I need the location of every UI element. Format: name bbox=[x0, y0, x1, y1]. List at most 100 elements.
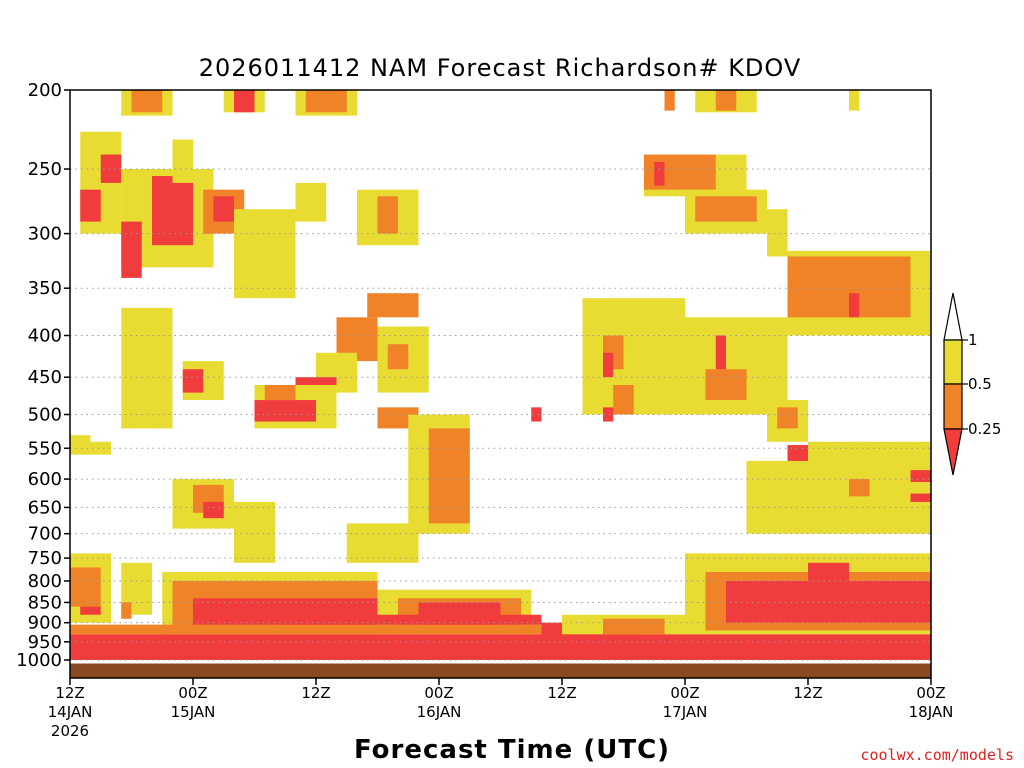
x-tick-label-0-0: 12Z bbox=[55, 684, 84, 702]
heatmap-cell-69 bbox=[849, 293, 860, 318]
heatmap-cell-80 bbox=[746, 460, 808, 534]
colorbar-orange bbox=[943, 383, 963, 430]
y-tick-label-500: 500 bbox=[28, 405, 62, 426]
heatmap-cell-5 bbox=[305, 90, 347, 113]
chart-title: 2026011412 NAM Forecast Richardson# KDOV bbox=[199, 54, 802, 82]
heatmap-cell-29 bbox=[264, 384, 296, 401]
heatmap-cell-36 bbox=[346, 523, 419, 563]
x-tick-label-7-1: 18JAN bbox=[909, 703, 954, 721]
x-tick-label-1-0: 00Z bbox=[178, 684, 207, 702]
x-tick-label-2-0: 12Z bbox=[301, 684, 330, 702]
heatmap-cell-58 bbox=[70, 624, 931, 635]
heatmap-cell-65 bbox=[695, 196, 757, 222]
heatmap-cell-23 bbox=[367, 293, 419, 318]
colorbar-label-0: 1 bbox=[968, 331, 978, 349]
heatmap-cell-78 bbox=[777, 407, 798, 429]
y-tick-label-750: 750 bbox=[28, 548, 62, 569]
y-tick-label-550: 550 bbox=[28, 438, 62, 459]
y-tick-label-600: 600 bbox=[28, 469, 62, 490]
x-tick-label-5-1: 17JAN bbox=[663, 703, 708, 721]
heatmap-cell-39 bbox=[182, 369, 204, 393]
x-tick-label-0-2: 2026 bbox=[51, 722, 89, 740]
x-tick-label-4-0: 12Z bbox=[547, 684, 576, 702]
heatmap-cell-75 bbox=[705, 369, 747, 401]
heatmap-cell-47 bbox=[70, 567, 101, 607]
heatmap-cell-18 bbox=[213, 196, 234, 222]
y-tick-label-650: 650 bbox=[28, 497, 62, 518]
heatmap-cell-57 bbox=[70, 634, 931, 660]
credit-text: coolwx.com/models bbox=[860, 746, 1014, 764]
heatmap-cell-7 bbox=[715, 90, 737, 111]
x-tick-label-1-1: 15JAN bbox=[171, 703, 216, 721]
heatmap-cell-76 bbox=[715, 335, 726, 370]
ground-band bbox=[70, 663, 931, 678]
heatmap-cell-22 bbox=[377, 196, 398, 234]
heatmap-cell-73 bbox=[613, 384, 634, 415]
heatmap-cell-44 bbox=[70, 435, 91, 455]
heatmap-cell-91 bbox=[808, 562, 849, 581]
surface-ground bbox=[70, 661, 931, 678]
x-tick-label-5-0: 00Z bbox=[670, 684, 699, 702]
heatmap-cell-85 bbox=[910, 493, 931, 502]
heatmap-cell-72 bbox=[603, 352, 614, 378]
y-tick-label-800: 800 bbox=[28, 571, 62, 592]
x-tick-label-3-1: 16JAN bbox=[417, 703, 462, 721]
heatmap-cell-84 bbox=[910, 470, 931, 483]
plot-frame bbox=[69, 89, 932, 679]
y-tick-label-400: 400 bbox=[28, 325, 62, 346]
heatmap-cell-66 bbox=[767, 209, 788, 257]
y-tick-label-850: 850 bbox=[28, 592, 62, 613]
x-tick-label-6-0: 12Z bbox=[793, 684, 822, 702]
heatmap-cell-59 bbox=[275, 614, 542, 625]
heatmap-cell-16 bbox=[172, 139, 193, 183]
heatmap-cell-37 bbox=[121, 307, 173, 429]
colorbar-label-1: 0.5 bbox=[968, 375, 992, 393]
heatmap-cell-86 bbox=[531, 407, 542, 422]
heatmap-cell-45 bbox=[90, 441, 111, 455]
heatmap-cell-8 bbox=[664, 90, 675, 111]
heatmap-cell-20 bbox=[295, 182, 327, 222]
heatmap-cell-43 bbox=[234, 501, 275, 563]
heatmap-cell-31 bbox=[387, 344, 409, 370]
colorbar-yellow bbox=[943, 339, 963, 385]
pressure-gridlines bbox=[70, 168, 931, 661]
heatmap-cell-15 bbox=[121, 221, 142, 278]
y-tick-label-450: 450 bbox=[28, 367, 62, 388]
x-tick-label-0-1: 14JAN bbox=[48, 703, 93, 721]
y-axis-ticks: 200 250 300 350 400 450 500 550 600 650 700 7508008… bbox=[16, 80, 70, 671]
heatmap-cell-1 bbox=[131, 90, 163, 113]
y-tick-label-1000: 1000 bbox=[16, 650, 62, 671]
colorbar-bottom-triangle bbox=[943, 428, 963, 476]
y-tick-label-700: 700 bbox=[28, 524, 62, 545]
y-tick-label-300: 300 bbox=[28, 224, 62, 245]
colorbar: 1 0.5 0.25 bbox=[943, 292, 1001, 476]
colorbar-top-triangle bbox=[943, 292, 963, 341]
x-tick-label-7-0: 00Z bbox=[916, 684, 945, 702]
y-tick-label-350: 350 bbox=[28, 278, 62, 299]
heatmap-cells bbox=[70, 90, 931, 660]
y-tick-label-950: 950 bbox=[28, 632, 62, 653]
x-tick-label-3-0: 00Z bbox=[424, 684, 453, 702]
heatmap-cell-9 bbox=[849, 90, 860, 111]
colorbar-label-2: 0.25 bbox=[968, 420, 1001, 438]
heatmap-cell-19 bbox=[234, 209, 296, 299]
heatmap-cell-28 bbox=[254, 400, 316, 422]
heatmap-cell-48 bbox=[80, 606, 101, 615]
y-tick-label-900: 900 bbox=[28, 613, 62, 634]
heatmap-cell-12 bbox=[100, 154, 122, 183]
heatmap-cell-14 bbox=[152, 176, 193, 246]
heatmap-cell-50 bbox=[121, 602, 132, 619]
heatmap-cell-11 bbox=[80, 189, 101, 222]
x-axis-label: Forecast Time (UTC) bbox=[354, 735, 670, 765]
y-tick-label-250: 250 bbox=[28, 159, 62, 180]
heatmap-cell-63 bbox=[654, 161, 665, 186]
heatmap-cell-34 bbox=[428, 428, 470, 524]
heatmap-cell-82 bbox=[849, 479, 870, 497]
heatmap-cell-90 bbox=[726, 580, 931, 623]
heatmap-cell-3 bbox=[234, 90, 255, 113]
y-tick-label-200: 200 bbox=[28, 80, 62, 101]
heatmap-cell-94 bbox=[603, 618, 665, 635]
heatmap-cell-42 bbox=[203, 501, 224, 519]
